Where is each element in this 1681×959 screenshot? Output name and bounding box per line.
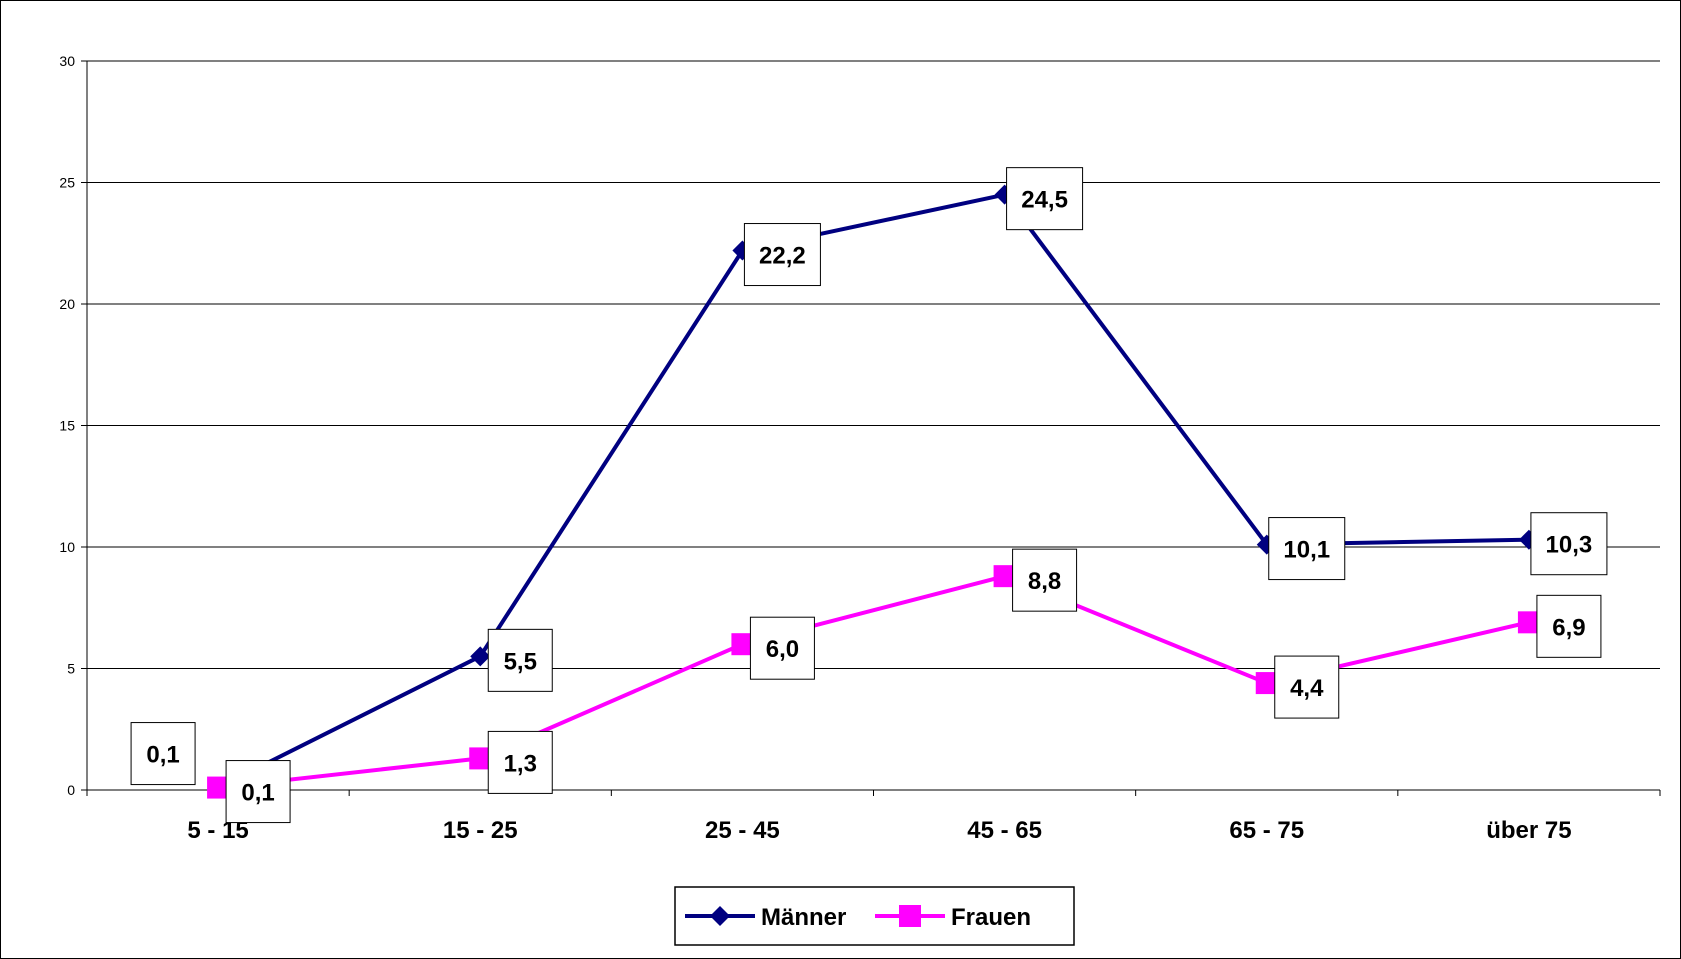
data-point (469, 747, 492, 770)
data-point (1517, 611, 1540, 634)
data-label-box (225, 760, 291, 824)
data-label: 6,9 (1536, 594, 1602, 658)
data-label-box (1006, 167, 1084, 231)
data-label: 5,5 (487, 628, 553, 692)
data-label-box (743, 223, 821, 287)
legend-marker (710, 906, 730, 926)
data-point (1255, 672, 1278, 695)
data-label-box (487, 628, 553, 692)
data-label-text: 5,5 (504, 648, 537, 675)
y-tick-label: 30 (59, 53, 75, 69)
data-label-text: 4,4 (1290, 675, 1324, 702)
legend-label: Männer (761, 904, 846, 931)
x-tick-label: 15 - 25 (443, 817, 518, 844)
data-label: 10,3 (1530, 512, 1608, 576)
y-tick-label: 5 (67, 661, 75, 677)
legend-item-1: Männer (685, 904, 846, 931)
data-label-box (1012, 548, 1078, 612)
data-label-box (1268, 517, 1346, 581)
x-tick-label: 65 - 75 (1229, 817, 1304, 844)
legend: Männer Frauen (674, 886, 1075, 946)
data-label-text: 22,2 (759, 243, 806, 270)
data-label: 0,1 (225, 760, 291, 824)
data-label: 24,5 (1006, 167, 1084, 231)
data-label-box (1530, 512, 1608, 576)
data-label-box (749, 616, 815, 680)
x-tick-label: 45 - 65 (967, 817, 1042, 844)
data-point (731, 633, 754, 656)
data-label-box (487, 730, 553, 794)
data-label: 6,0 (749, 616, 815, 680)
data-label: 4,4 (1274, 655, 1340, 719)
data-label: 22,2 (743, 223, 821, 287)
data-label-text: 1,3 (504, 750, 537, 777)
y-tick-label: 20 (59, 296, 75, 312)
legend-label: Frauen (951, 904, 1031, 931)
data-label: 1,3 (487, 730, 553, 794)
data-label-box (1274, 655, 1340, 719)
x-tick-label: 25 - 45 (705, 817, 780, 844)
data-label-text: 6,9 (1552, 614, 1585, 641)
data-label-text: 24,5 (1021, 187, 1068, 214)
y-tick-label: 0 (67, 782, 75, 798)
data-label: 8,8 (1012, 548, 1078, 612)
data-label-text: 0,1 (146, 742, 179, 769)
data-label: 0,1 (130, 722, 196, 786)
data-label-box (130, 722, 196, 786)
legend-marker (899, 905, 921, 927)
series-1 (208, 184, 1539, 798)
data-label-text: 8,8 (1028, 568, 1061, 595)
data-label: 10,1 (1268, 517, 1346, 581)
data-point (470, 646, 491, 667)
y-tick-label: 15 (59, 418, 75, 434)
data-label-box (1536, 594, 1602, 658)
data-label-text: 0,1 (241, 780, 274, 807)
legend-item-2: Frauen (875, 904, 1031, 931)
y-tick-label: 25 (59, 175, 75, 191)
data-label-text: 10,3 (1546, 532, 1593, 559)
series-2 (207, 565, 1540, 799)
y-tick-label: 10 (59, 539, 75, 555)
data-point (207, 776, 230, 799)
data-label-text: 10,1 (1283, 537, 1330, 564)
data-point (993, 565, 1016, 588)
data-label-text: 6,0 (766, 636, 799, 663)
x-tick-label: über 75 (1486, 817, 1571, 844)
